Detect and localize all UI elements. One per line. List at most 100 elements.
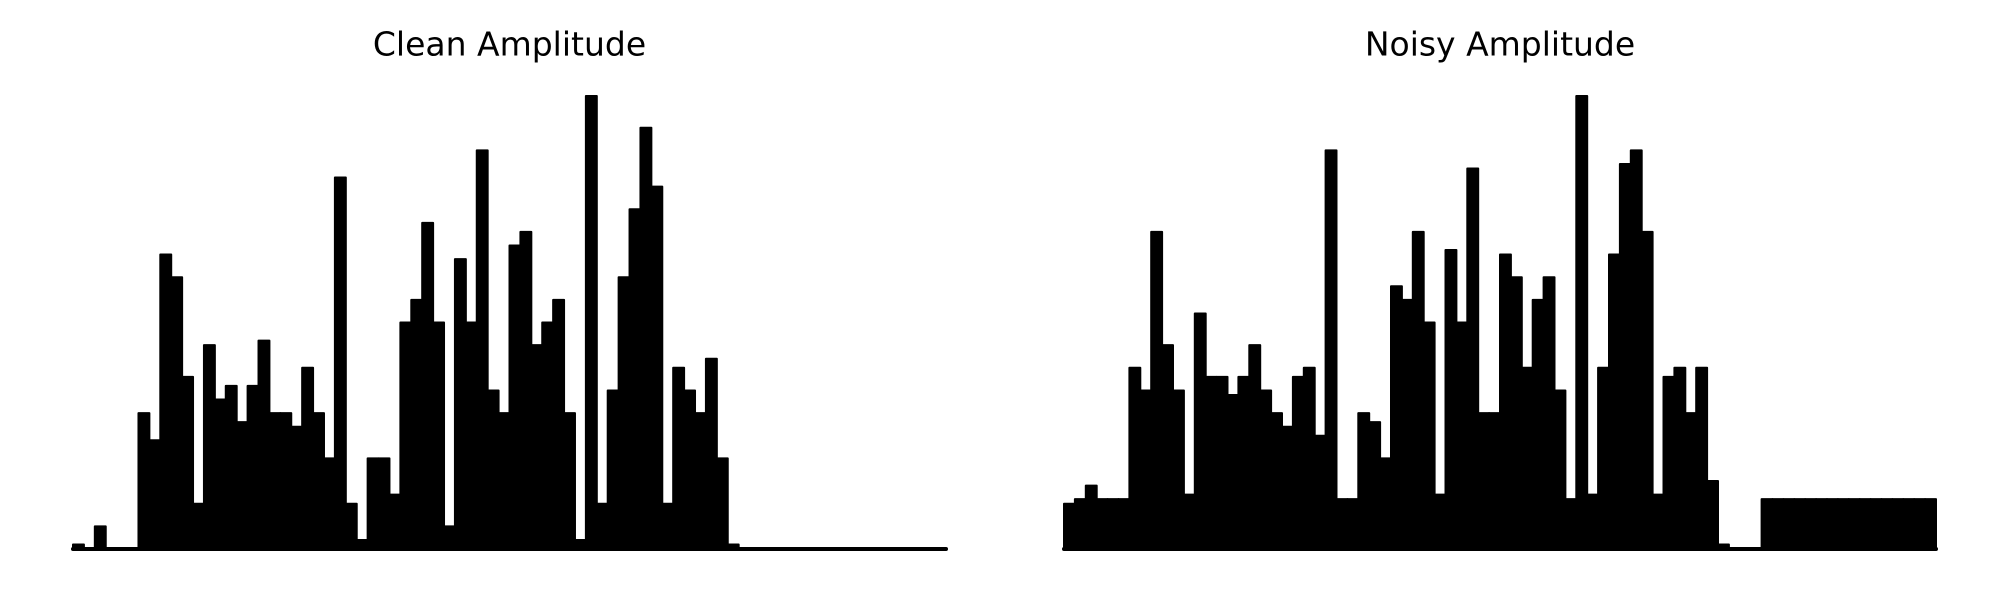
amplitude-bar — [322, 457, 336, 550]
amplitude-bar — [1422, 321, 1436, 550]
amplitude-bar — [1400, 298, 1414, 550]
amplitude-bar — [93, 525, 107, 550]
amplitude-bar — [1804, 498, 1818, 551]
amplitude-bar — [453, 258, 467, 550]
amplitude-bar — [1411, 230, 1425, 550]
amplitude-bar — [1084, 484, 1098, 550]
amplitude-bar — [1444, 249, 1458, 551]
amplitude-bar — [1531, 298, 1545, 550]
amplitude-bar — [1193, 312, 1207, 550]
amplitude-bar — [410, 298, 424, 550]
amplitude-bar — [301, 366, 315, 550]
amplitude-bar — [1346, 498, 1360, 551]
amplitude-bar — [563, 412, 576, 550]
amplitude-bar — [1302, 366, 1316, 550]
amplitude-bar — [1924, 498, 1937, 551]
amplitude-bar — [377, 457, 391, 550]
amplitude-bar — [224, 384, 238, 551]
amplitude-bar — [1509, 276, 1523, 550]
amplitude-bar — [432, 321, 446, 550]
amplitude-bar — [672, 366, 686, 550]
amplitude-bar — [1651, 493, 1665, 551]
amplitude-bar — [1640, 230, 1654, 550]
amplitude-bar — [1466, 167, 1480, 550]
amplitude-bar — [726, 543, 740, 550]
amplitude-bar — [344, 502, 358, 551]
amplitude-bar — [1095, 498, 1109, 551]
amplitude-bar — [1717, 543, 1730, 550]
amplitude-bar — [650, 185, 664, 550]
amplitude-bar — [1237, 375, 1251, 550]
amplitude-bar — [552, 298, 566, 550]
amplitude-bar — [519, 230, 533, 550]
amplitude-bar — [1455, 321, 1469, 550]
amplitude-bar — [486, 389, 500, 551]
amplitude-bar — [1695, 366, 1709, 550]
amplitude-bar — [1499, 253, 1512, 551]
amplitude-bar — [1760, 498, 1774, 551]
amplitude-bar — [279, 412, 293, 550]
amplitude-bar — [1847, 498, 1861, 551]
amplitude-bar — [694, 412, 707, 550]
amplitude-bar — [1368, 421, 1382, 550]
amplitude-bar — [235, 421, 249, 550]
amplitude-bar — [268, 412, 282, 550]
amplitude-bar — [1488, 412, 1501, 550]
amplitude-bar — [573, 538, 587, 551]
amplitude-bar — [1357, 412, 1371, 550]
amplitude-bar — [1226, 393, 1240, 551]
amplitude-bar — [475, 149, 489, 551]
amplitude-bar — [1128, 366, 1142, 550]
amplitude-bar — [1673, 366, 1687, 550]
amplitude-bar — [1291, 375, 1305, 550]
amplitude-bar — [192, 502, 205, 551]
amplitude-bar — [366, 457, 380, 550]
amplitude-bar — [1553, 389, 1567, 551]
amplitude-bar — [137, 412, 151, 550]
amplitude-bar — [246, 384, 260, 551]
amplitude-bar — [1575, 95, 1589, 550]
amplitude-bar — [213, 398, 227, 551]
amplitude-bar — [443, 525, 456, 550]
amplitude-bar — [1073, 498, 1087, 551]
amplitude-bar — [1106, 498, 1120, 551]
amplitude-bar — [497, 412, 511, 550]
amplitude-bar — [1793, 498, 1807, 551]
chart-title: Noisy Amplitude — [1365, 25, 1635, 64]
amplitude-bar — [628, 208, 642, 550]
amplitude-bar — [1063, 502, 1076, 551]
amplitude-bar — [72, 543, 85, 550]
amplitude-bar — [1542, 276, 1556, 550]
amplitude-bar — [1259, 389, 1273, 551]
amplitude-bar — [312, 412, 325, 550]
amplitude-bar — [1281, 425, 1294, 550]
amplitude-bar — [399, 321, 413, 550]
amplitude-bar — [530, 344, 544, 550]
amplitude-bar — [1913, 498, 1927, 551]
amplitude-bar — [1880, 498, 1894, 551]
amplitude-bar — [1313, 434, 1327, 550]
amplitude-bar — [541, 321, 555, 550]
amplitude-bar — [290, 425, 304, 550]
amplitude-bar — [1248, 344, 1262, 550]
amplitude-bar — [1869, 498, 1883, 551]
amplitude-bar — [1706, 480, 1719, 550]
amplitude-bar — [1564, 498, 1578, 551]
amplitude-bar — [355, 538, 369, 551]
amplitude-bar — [202, 344, 216, 550]
amplitude-bar — [639, 126, 653, 551]
amplitude-bar — [464, 321, 478, 550]
amplitude-bar — [617, 276, 631, 550]
amplitude-bar — [421, 221, 435, 550]
amplitude-bar — [683, 389, 697, 551]
amplitude-bar — [388, 493, 402, 551]
amplitude-bar — [159, 253, 173, 551]
amplitude-bar — [1771, 498, 1785, 551]
amplitude-bar — [1597, 366, 1610, 550]
amplitude-bar — [1902, 498, 1916, 551]
amplitude-bar — [257, 339, 271, 550]
amplitude-bar — [1172, 389, 1185, 551]
amplitude-bar — [1618, 162, 1632, 550]
amplitude-bar — [1477, 412, 1491, 550]
